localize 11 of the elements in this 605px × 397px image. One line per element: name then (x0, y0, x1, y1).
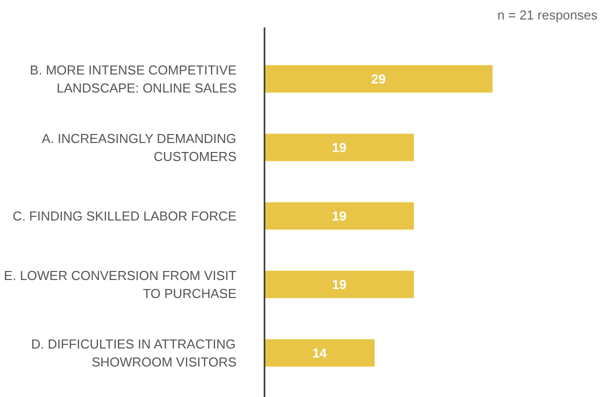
y-tick-label: B. MORE INTENSE COMPETITIVE LANDSCAPE: ONLINE SALES (30, 62, 237, 96)
data-label: 19 (332, 208, 346, 224)
data-label: 14 (312, 345, 328, 360)
y-tick-label: E. LOWER CONVERSION FROM VISIT TO PURCHASE (4, 268, 237, 301)
data-label: 19 (332, 276, 346, 292)
y-tick-label: A. INCREASINGLY DEMANDING CUSTOMERS (42, 130, 237, 164)
text: n = 21 responses (497, 8, 598, 22)
data-label: 19 (332, 140, 346, 155)
y-tick-label: D. DIFFICULTIES IN ATTRACTING SHOWROOM VISITORS (31, 336, 237, 370)
y-tick-label: C. FINDING SKILLED LABOR FORCE (12, 208, 237, 224)
data-label: 29 (371, 71, 386, 86)
